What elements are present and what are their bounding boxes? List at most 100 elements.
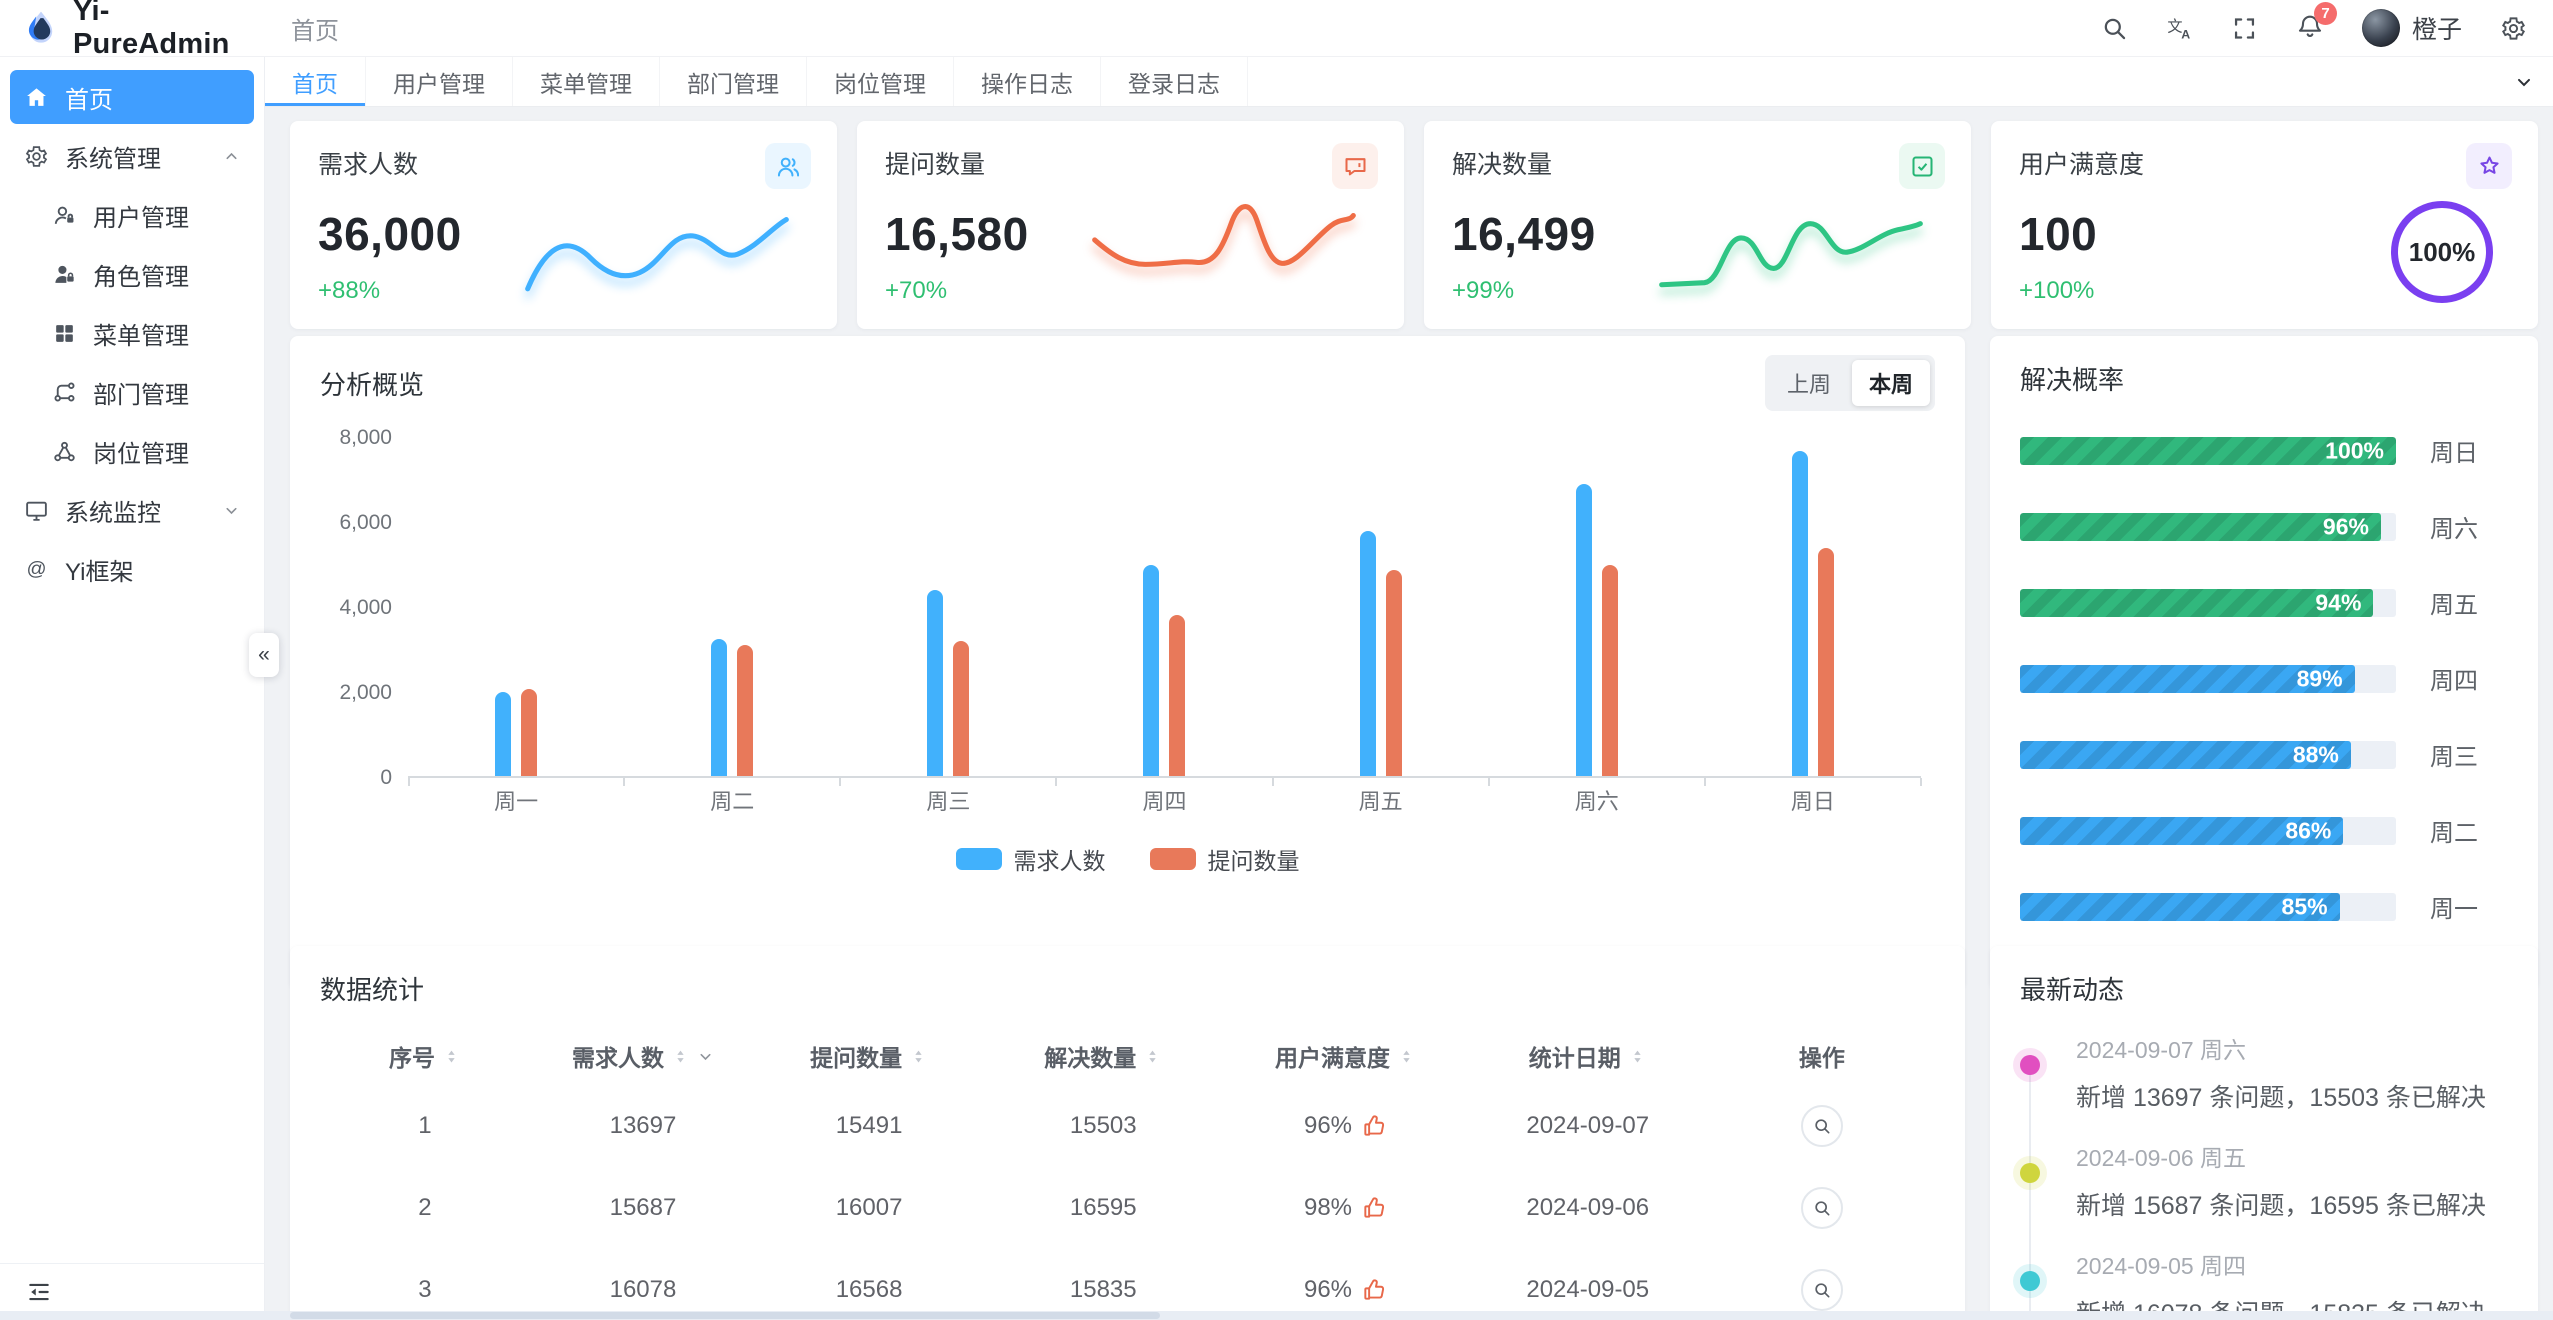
sidebar-item-label: 菜单管理 [93, 322, 189, 350]
notifications-button[interactable]: 7 [2296, 1, 2337, 45]
sidebar-item-label: 首页 [65, 86, 113, 114]
svg-text:@: @ [26, 558, 46, 580]
view-row-button[interactable] [1800, 1187, 1843, 1229]
table-column-header[interactable]: 统计日期 [1467, 1039, 1709, 1073]
table-column-header[interactable]: 提问数量 [756, 1039, 982, 1073]
chevron-up-icon [223, 148, 240, 165]
tab-item[interactable]: 操作日志 [954, 57, 1101, 106]
bar-demand [711, 638, 728, 776]
cell-satisfaction: 96% [1224, 1112, 1466, 1140]
tab-item[interactable]: 部门管理 [660, 57, 807, 106]
tab-item[interactable]: 用户管理 [366, 57, 513, 106]
progress-label: 周五 [2430, 592, 2478, 619]
bar-demand [1359, 530, 1376, 776]
bar-group [1489, 438, 1706, 786]
progress-fill: 100% [2020, 436, 2396, 465]
bar-questions [521, 689, 538, 776]
table-column-header[interactable]: 用户满意度 [1224, 1039, 1466, 1073]
progress-label: 周四 [2430, 668, 2478, 695]
progress-row: 88% 周三 [2020, 737, 2508, 772]
sidebar-item[interactable]: 首页 [10, 70, 254, 124]
sidebar-item[interactable]: 用户管理 [10, 188, 254, 242]
table-column-header: 操作 [1709, 1039, 1935, 1073]
timeline-date: 2024-09-06 周五 [2076, 1145, 2247, 1171]
tab-item[interactable]: 岗位管理 [807, 57, 954, 106]
table-body: 1 13697 15491 15503 96% 2024-09-07 2 15687 16007… [320, 1085, 1935, 1320]
x-axis-label: 周三 [926, 789, 971, 814]
cell-questions: 16568 [835, 1276, 903, 1303]
view-row-button[interactable] [1800, 1269, 1843, 1311]
user-menu[interactable]: 橙子 [2361, 9, 2462, 47]
progress-track: 100% [2020, 436, 2396, 465]
solve-rate-list: 100% 周日 96% 周六 94% 周五 89% 周四 88% 周三 86% 周二 85% 周一 [2020, 433, 2508, 924]
column-label: 提问数量 [810, 1045, 903, 1071]
x-axis-label: 周五 [1358, 789, 1403, 814]
bar-chart: 8,000 6,000 4,000 2,000 0 周一 周二 周三 周四 周五 周六 周日 [320, 426, 1935, 826]
fullscreen-icon[interactable] [2231, 15, 2258, 42]
caret-sort-icon [1397, 1047, 1416, 1066]
tab-item[interactable]: 登录日志 [1101, 57, 1248, 106]
app-logo[interactable]: Yi-PureAdmin [0, 0, 265, 60]
sparkline [1641, 187, 1941, 299]
toggle-option[interactable]: 上周 [1786, 372, 1831, 397]
progress-label: 周六 [2430, 516, 2478, 543]
table-column-header[interactable]: 序号 [320, 1039, 530, 1073]
table-column-header[interactable]: 需求人数 [530, 1039, 756, 1073]
satisfaction-value: 96% [1303, 1276, 1353, 1303]
progress-track: 85% [2020, 892, 2396, 921]
sidebar-item[interactable]: 菜单管理 [10, 306, 254, 360]
menu-fold-icon[interactable] [26, 1279, 52, 1305]
horizontal-scrollbar[interactable] [0, 1311, 2553, 1320]
progress-track: 94% [2020, 588, 2396, 617]
bar-group [624, 438, 842, 786]
view-row-button[interactable] [1800, 1105, 1843, 1147]
tab-label: 菜单管理 [540, 70, 632, 97]
timeline-dot [2020, 1055, 2040, 1075]
bar-questions [953, 640, 970, 776]
settings-gear-icon[interactable] [2500, 15, 2527, 42]
x-axis-label: 周日 [1790, 789, 1835, 814]
sidebar-item[interactable]: 岗位管理 [10, 424, 254, 478]
sidebar-item[interactable]: @ Yi框架 [10, 542, 254, 596]
table-column-header[interactable]: 解决数量 [982, 1039, 1224, 1073]
stat-card-value: 16,580 [885, 208, 1029, 260]
progress-track: 96% [2020, 512, 2396, 541]
x-axis-label: 周二 [710, 789, 755, 814]
avatar[interactable] [2361, 9, 2400, 47]
breadcrumb-item[interactable]: 首页 [291, 17, 339, 45]
chart-y-axis: 8,000 6,000 4,000 2,000 0 [320, 426, 392, 789]
tab-label: 登录日志 [1128, 70, 1220, 97]
stat-card-title: 提问数量 [885, 151, 986, 179]
timeline-text: 新增 15687 条问题，16595 条已解决 [2076, 1192, 2486, 1220]
legend-item[interactable]: 需求人数 [955, 842, 1106, 876]
breadcrumb[interactable]: 首页 [291, 11, 339, 46]
x-axis-label: 周六 [1574, 789, 1619, 814]
cell-solved: 16595 [1069, 1194, 1137, 1221]
search-icon[interactable] [2101, 15, 2128, 42]
table-header: 序号 需求人数 提问数量 解决数量 用户满意度 统计日期 操作 [320, 1027, 1935, 1085]
stat-card-value: 16,499 [1452, 208, 1596, 260]
sidebar-item[interactable]: 系统管理 [10, 129, 254, 183]
cell-index: 1 [418, 1112, 432, 1139]
sidebar-item[interactable]: 部门管理 [10, 365, 254, 419]
tab-label: 操作日志 [981, 70, 1073, 97]
tab-item[interactable]: 菜单管理 [513, 57, 660, 106]
tab-item[interactable]: 首页 [265, 57, 366, 106]
progress-value: 89% [2296, 665, 2343, 691]
tab-list: 首页 用户管理 菜单管理 部门管理 岗位管理 操作日志 登录日志 [265, 57, 1248, 106]
scrollbar-thumb[interactable] [290, 1312, 1160, 1319]
legend-label: 提问数量 [1207, 848, 1300, 874]
timeline-dot [2020, 1271, 2040, 1291]
tabs-menu-button[interactable] [2495, 57, 2553, 106]
toggle-option[interactable]: 本周 [1851, 360, 1930, 406]
sidebar-item[interactable]: 系统监控 [10, 483, 254, 537]
sidebar: 首页系统管理 用户管理 角色管理菜单管理部门管理 岗位管理 系统监控 @ Yi框架 « [0, 57, 279, 1320]
progress-row: 96% 周六 [2020, 509, 2508, 544]
logo-drop-icon [22, 9, 60, 47]
sidebar-collapse-button[interactable]: « [249, 633, 279, 677]
legend-item[interactable]: 提问数量 [1149, 842, 1300, 876]
sidebar-item[interactable]: 角色管理 [10, 247, 254, 301]
cell-demand: 13697 [609, 1112, 677, 1139]
